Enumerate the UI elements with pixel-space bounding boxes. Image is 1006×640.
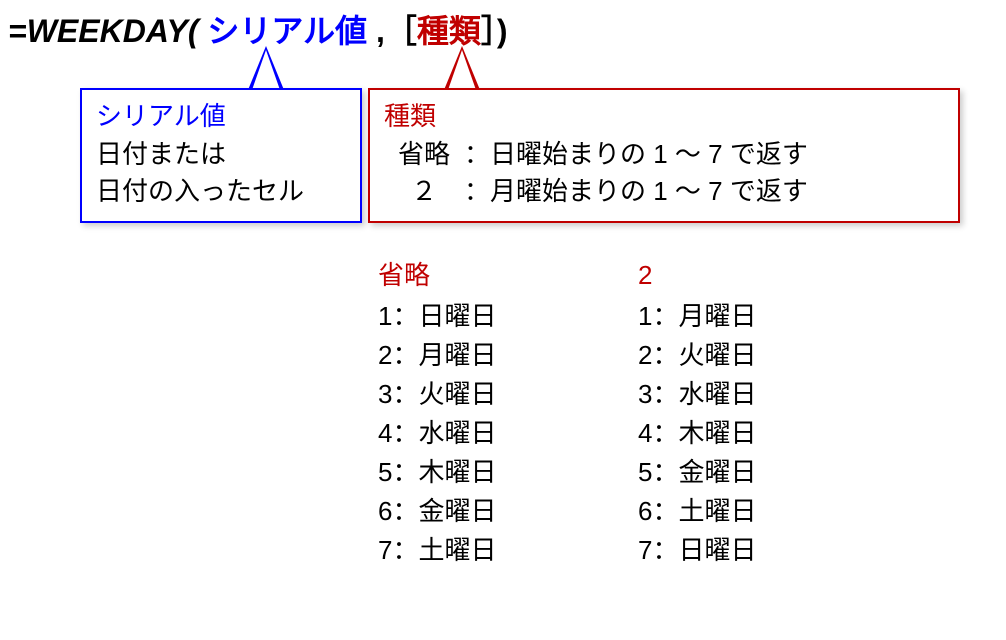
- formula-sep: ,［: [376, 13, 417, 49]
- weekday-table-header: 2: [638, 256, 858, 295]
- weekday-table-row: 2：月曜日: [378, 336, 598, 375]
- callout-serial: シリアル値 日付または日付の入ったセル: [80, 88, 362, 223]
- weekday-table-row: 2：火曜日: [638, 336, 858, 375]
- callout-type-title: 種類: [384, 98, 944, 136]
- weekday-table-row: 1：月曜日: [638, 297, 858, 336]
- callout-type-row-key: 省略: [384, 136, 464, 174]
- callout-pointer-serial: [248, 46, 284, 90]
- callout-serial-body: 日付または日付の入ったセル: [96, 139, 304, 207]
- weekday-table-row: 1：日曜日: [378, 297, 598, 336]
- callout-type-row: ２ ：月曜始まりの 1 ～ 7 で返す: [384, 173, 944, 211]
- formula-arg2: 種類: [417, 13, 481, 49]
- weekday-table-row: 3：水曜日: [638, 375, 858, 414]
- weekday-table-row: 7：土曜日: [378, 531, 598, 570]
- callout-type-body: 省略 ：日曜始まりの 1 ～ 7 で返す ２ ：月曜始まりの 1 ～ 7 で返す: [384, 136, 944, 211]
- weekday-table-column: 省略1：日曜日2：月曜日3：火曜日4：水曜日5：木曜日6：金曜日7：土曜日: [378, 256, 598, 570]
- callout-type-row-key: ２: [384, 173, 464, 211]
- callout-type-row-val: ：月曜始まりの 1 ～ 7 で返す: [464, 173, 808, 211]
- formula-prefix: =WEEKDAY(: [8, 13, 199, 49]
- callout-serial-title: シリアル値: [96, 98, 346, 136]
- weekday-table-row: 5：木曜日: [378, 453, 598, 492]
- formula-arg1: シリアル値: [199, 13, 376, 49]
- weekday-table-row: 6：金曜日: [378, 492, 598, 531]
- weekday-table-row: 4：木曜日: [638, 414, 858, 453]
- weekday-table-row: 5：金曜日: [638, 453, 858, 492]
- formula-suffix: ］): [481, 13, 508, 49]
- weekday-table-header: 省略: [378, 256, 598, 295]
- weekday-table-row: 7：日曜日: [638, 531, 858, 570]
- weekday-table-column: 21：月曜日2：火曜日3：水曜日4：木曜日5：金曜日6：土曜日7：日曜日: [638, 256, 858, 570]
- callout-type: 種類 省略 ：日曜始まりの 1 ～ 7 で返す ２ ：月曜始まりの 1 ～ 7 …: [368, 88, 960, 223]
- weekday-table-row: 4：水曜日: [378, 414, 598, 453]
- weekday-tables: 省略1：日曜日2：月曜日3：火曜日4：水曜日5：木曜日6：金曜日7：土曜日21：…: [378, 256, 858, 570]
- callout-pointer-type: [444, 46, 480, 90]
- weekday-table-row: 6：土曜日: [638, 492, 858, 531]
- callout-type-row: 省略 ：日曜始まりの 1 ～ 7 で返す: [384, 136, 944, 174]
- callout-type-row-val: ：日曜始まりの 1 ～ 7 で返す: [464, 136, 808, 174]
- weekday-table-row: 3：火曜日: [378, 375, 598, 414]
